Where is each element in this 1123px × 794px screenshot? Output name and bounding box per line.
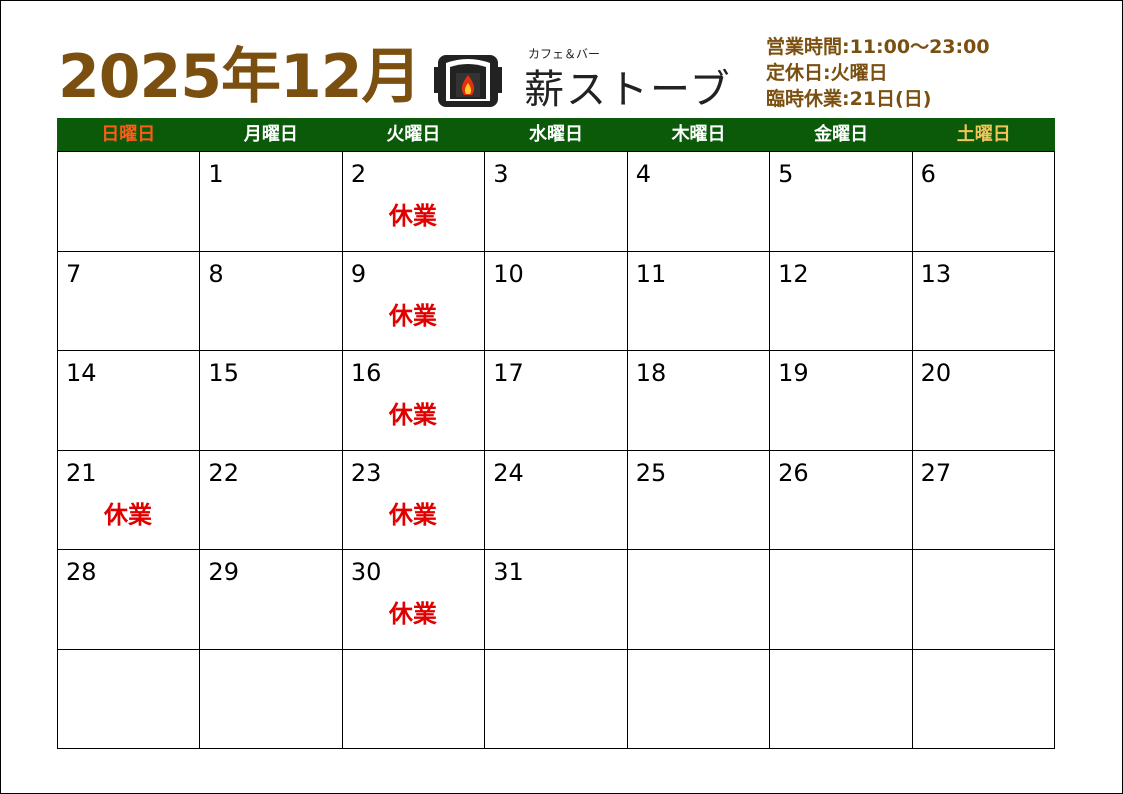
calendar-day-cell: 19 bbox=[770, 351, 913, 451]
day-number: 25 bbox=[635, 458, 667, 487]
page-title: 2025年12月 bbox=[58, 42, 421, 112]
day-number: 26 bbox=[778, 458, 809, 487]
calendar-day-cell: 5 bbox=[770, 152, 913, 252]
calendar-day-cell bbox=[912, 550, 1055, 650]
day-number: 8 bbox=[208, 259, 224, 288]
calendar-day-cell: 26 bbox=[770, 450, 913, 550]
calendar-day-cell: 4 bbox=[627, 152, 771, 252]
calendar-day-cell: 14 bbox=[58, 351, 201, 451]
calendar-grid: 日曜日 月曜日 火曜日 水曜日 木曜日 金曜日 土曜日 1 2 休業 3 4 5 6 7 8 9 休業 10 11 1… bbox=[57, 118, 1055, 749]
calendar-day-cell: 29 bbox=[200, 550, 343, 650]
closed-note: 休業 bbox=[388, 301, 437, 330]
regular-holiday: 定休日:火曜日 bbox=[766, 62, 888, 84]
calendar-day-cell: 3 bbox=[485, 152, 628, 252]
calendar-day-cell: 10 bbox=[485, 251, 628, 351]
calendar-day-cell: 20 bbox=[912, 351, 1055, 451]
calendar-body: 1 2 休業 3 4 5 6 7 8 9 休業 10 11 12 13 14 15 16 休業 17 18 19 20 21 休… bbox=[57, 151, 1055, 749]
logo-subtitle: カフェ＆バー bbox=[528, 47, 601, 61]
day-number: 28 bbox=[66, 558, 97, 586]
day-number: 21 bbox=[66, 458, 97, 487]
weekday-label: 土曜日 bbox=[956, 124, 1011, 145]
calendar-day-cell bbox=[58, 649, 201, 749]
calendar-day-cell bbox=[912, 649, 1055, 749]
weekday-label: 木曜日 bbox=[671, 124, 726, 145]
calendar-day-cell bbox=[627, 550, 771, 650]
day-number: 7 bbox=[66, 259, 82, 288]
weekday-label: 月曜日 bbox=[243, 124, 298, 145]
weekday-label: 日曜日 bbox=[101, 124, 156, 145]
business-info: 営業時間:11:00〜23:00 定休日:火曜日 臨時休業:21日(日) bbox=[766, 34, 990, 112]
weekday-header: 日曜日 月曜日 火曜日 水曜日 木曜日 金曜日 土曜日 bbox=[57, 118, 1055, 151]
day-number: 17 bbox=[493, 359, 524, 387]
weekday-label: 水曜日 bbox=[528, 124, 583, 145]
closed-note: 休業 bbox=[104, 500, 152, 529]
calendar-day-cell: 16 休業 bbox=[342, 351, 486, 451]
day-number: 29 bbox=[208, 558, 239, 586]
day-number: 11 bbox=[635, 259, 667, 288]
day-number: 15 bbox=[208, 359, 239, 387]
calendar-day-cell: 12 bbox=[770, 251, 913, 351]
day-number: 3 bbox=[493, 160, 509, 188]
day-number: 27 bbox=[920, 458, 952, 487]
weekday-label: 金曜日 bbox=[814, 124, 869, 145]
calendar-day-cell: 24 bbox=[485, 450, 628, 550]
calendar-day-cell: 9 休業 bbox=[342, 251, 486, 351]
calendar-day-cell: 22 bbox=[200, 450, 343, 550]
day-number: 6 bbox=[920, 160, 936, 188]
calendar-day-cell: 1 bbox=[200, 152, 343, 252]
day-number: 13 bbox=[920, 259, 952, 288]
business-hours: 営業時間:11:00〜23:00 bbox=[766, 36, 990, 58]
closed-note: 休業 bbox=[388, 401, 437, 429]
day-number: 24 bbox=[493, 458, 524, 487]
calendar-day-cell: 7 bbox=[58, 251, 201, 351]
logo-name: 薪ストーブ bbox=[524, 67, 732, 113]
calendar-day-cell: 30 休業 bbox=[342, 550, 486, 650]
calendar-day-cell: 21 休業 bbox=[58, 450, 201, 550]
day-number: 30 bbox=[350, 558, 382, 586]
temporary-closure: 臨時休業:21日(日) bbox=[766, 88, 932, 110]
closed-note: 休業 bbox=[388, 202, 437, 230]
calendar-day-cell bbox=[770, 550, 913, 650]
calendar-day-cell bbox=[58, 152, 201, 252]
weekday-label: 火曜日 bbox=[386, 124, 441, 145]
calendar-day-cell bbox=[485, 649, 628, 749]
closed-note: 休業 bbox=[388, 600, 437, 628]
calendar-day-cell: 25 bbox=[627, 450, 771, 550]
day-number: 18 bbox=[635, 359, 667, 387]
calendar-day-cell: 11 bbox=[627, 251, 771, 351]
day-number: 19 bbox=[778, 359, 809, 387]
logo: カフェ＆バー 薪ストーブ bbox=[432, 45, 752, 115]
closed-note: 休業 bbox=[388, 500, 437, 529]
calendar-day-cell: 28 bbox=[58, 550, 201, 650]
calendar-day-cell bbox=[770, 649, 913, 749]
calendar-day-cell: 2 休業 bbox=[342, 152, 486, 252]
calendar-day-cell: 23 休業 bbox=[342, 450, 486, 550]
calendar-day-cell bbox=[200, 649, 343, 749]
day-number: 10 bbox=[493, 259, 524, 288]
wood-stove-icon bbox=[434, 55, 502, 107]
calendar-day-cell: 15 bbox=[200, 351, 343, 451]
calendar-day-cell: 18 bbox=[627, 351, 771, 451]
day-number: 9 bbox=[350, 259, 367, 288]
calendar-day-cell: 31 bbox=[485, 550, 628, 650]
calendar-day-cell: 27 bbox=[912, 450, 1055, 550]
day-number: 1 bbox=[208, 160, 224, 188]
calendar-day-cell bbox=[627, 649, 771, 749]
day-number: 5 bbox=[778, 160, 794, 188]
day-number: 12 bbox=[778, 259, 809, 288]
day-number: 2 bbox=[350, 160, 367, 188]
day-number: 16 bbox=[350, 359, 382, 387]
day-number: 31 bbox=[493, 558, 524, 586]
calendar-day-cell bbox=[342, 649, 486, 749]
calendar-day-cell: 17 bbox=[485, 351, 628, 451]
day-number: 14 bbox=[66, 359, 97, 387]
day-number: 23 bbox=[350, 458, 382, 487]
calendar-day-cell: 6 bbox=[912, 152, 1055, 252]
day-number: 22 bbox=[208, 458, 239, 487]
day-number: 4 bbox=[635, 160, 651, 188]
calendar-day-cell: 13 bbox=[912, 251, 1055, 351]
day-number: 20 bbox=[920, 359, 952, 387]
calendar-day-cell: 8 bbox=[200, 251, 343, 351]
